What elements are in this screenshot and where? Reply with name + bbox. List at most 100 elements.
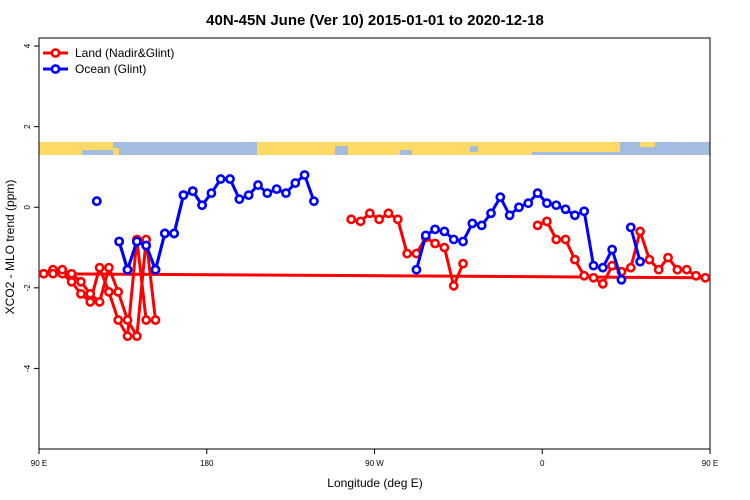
data-point	[131, 331, 142, 342]
data-point	[542, 216, 552, 227]
strip-land-segment	[532, 142, 620, 152]
data-point	[635, 226, 646, 237]
data-point	[159, 228, 170, 239]
strip-ocean-segment	[640, 148, 645, 155]
data-point	[66, 276, 77, 287]
data-point	[411, 264, 422, 275]
data-point	[57, 264, 68, 275]
data-point	[551, 234, 562, 245]
data-point	[271, 184, 282, 195]
data-point	[635, 256, 646, 267]
x-tick-label: 90 E	[702, 459, 718, 468]
strip-land-segment	[113, 148, 119, 155]
data-point	[430, 238, 440, 249]
series-land	[38, 208, 711, 342]
data-point	[495, 192, 506, 203]
data-point	[281, 188, 291, 199]
data-point	[94, 262, 105, 273]
data-point	[588, 260, 599, 271]
y-tick-label: 4	[23, 43, 32, 48]
data-point	[625, 262, 636, 273]
y-tick-label: -4	[23, 364, 32, 372]
data-point	[607, 260, 618, 271]
data-point	[504, 210, 515, 221]
data-point	[514, 202, 524, 213]
data-point	[486, 208, 496, 219]
series-layer	[38, 170, 711, 342]
data-point	[532, 220, 543, 231]
x-tick-label: 180	[200, 459, 214, 468]
data-point	[597, 262, 608, 273]
strip-land-segment	[450, 148, 510, 155]
data-point	[458, 236, 468, 247]
data-point	[103, 286, 114, 297]
strip-ocean-segment	[470, 146, 478, 152]
legend-ocean-marker	[50, 64, 61, 74]
legend-land-marker	[50, 48, 61, 58]
data-point	[420, 230, 431, 241]
data-point	[150, 315, 161, 325]
strip-land-segment	[300, 148, 345, 155]
data-point	[448, 234, 459, 245]
strip-ocean-segment	[335, 146, 348, 155]
data-point	[569, 210, 580, 221]
legend-ocean-label: Ocean (Glint)	[75, 62, 146, 76]
data-point	[458, 258, 468, 269]
data-point	[374, 214, 385, 225]
data-point	[681, 264, 692, 275]
data-point	[262, 188, 273, 199]
data-point	[38, 268, 49, 279]
legend: Land (Nadir&Glint) Ocean (Glint)	[43, 46, 174, 76]
data-point	[178, 190, 189, 201]
data-point	[66, 268, 77, 279]
strip-land-segment	[44, 142, 113, 150]
data-point	[700, 272, 711, 283]
data-point	[122, 331, 133, 342]
data-point	[234, 194, 245, 205]
data-point	[253, 180, 263, 190]
data-point	[141, 240, 152, 251]
data-point	[113, 286, 124, 297]
data-point	[653, 264, 664, 275]
data-point	[141, 315, 152, 325]
data-point	[644, 254, 655, 265]
data-point	[299, 170, 310, 180]
data-point	[215, 174, 226, 184]
data-point	[551, 200, 562, 211]
data-point	[597, 278, 608, 289]
legend-land-label: Land (Nadir&Glint)	[75, 46, 174, 60]
data-point	[290, 178, 301, 188]
data-point	[588, 272, 599, 283]
strip-land-segment	[257, 142, 450, 155]
data-point	[607, 244, 618, 255]
strip-land-segment	[640, 142, 655, 147]
data-point	[523, 198, 534, 209]
data-point	[346, 214, 357, 225]
data-point	[672, 264, 683, 275]
data-point	[85, 297, 96, 307]
series-ocean	[91, 170, 646, 285]
data-point	[131, 236, 142, 247]
data-point	[206, 188, 217, 199]
x-axis-label: Longitude (deg E)	[327, 476, 422, 490]
data-point	[625, 222, 636, 233]
data-point	[76, 288, 86, 299]
data-point	[113, 315, 124, 325]
y-tick-label: 2	[23, 124, 32, 129]
data-point	[225, 174, 235, 184]
data-point	[85, 288, 96, 299]
data-point	[579, 270, 590, 281]
data-point	[402, 248, 413, 259]
data-point	[91, 196, 102, 207]
data-point	[392, 214, 403, 225]
data-point	[309, 196, 319, 207]
x-tick-label: 0	[540, 459, 545, 468]
data-point	[476, 220, 487, 231]
strip-land-segment	[44, 150, 82, 155]
data-point	[439, 226, 450, 237]
axes: 90 E 180 90 W 0 90 E -4 -2 0 2 4	[23, 37, 718, 468]
data-point	[197, 200, 207, 211]
data-point	[560, 234, 571, 245]
data-point	[48, 268, 58, 279]
